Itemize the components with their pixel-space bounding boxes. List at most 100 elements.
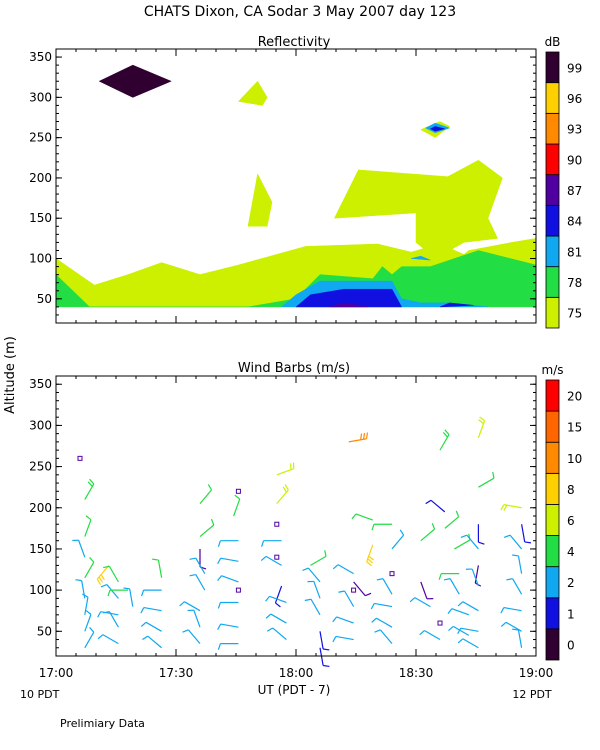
wind-barb-flag xyxy=(338,590,345,593)
colorbar-label: 75 xyxy=(567,307,582,321)
y-tick-label: 350 xyxy=(29,50,52,64)
colorbar-swatch xyxy=(545,235,560,268)
wind-barb-flag xyxy=(210,518,215,526)
wind-barb xyxy=(233,494,241,517)
reflectivity-region xyxy=(411,255,431,261)
wind-barb-flag xyxy=(457,638,464,644)
wind-barb-staff xyxy=(220,623,239,628)
wind-barb-flag xyxy=(265,595,270,602)
wind-barb-staff xyxy=(503,606,522,612)
reflectivity-region xyxy=(333,169,489,219)
wind-barb-flag xyxy=(282,486,287,493)
colorbar-label: 20 xyxy=(567,390,582,404)
wind-barb xyxy=(304,598,321,616)
wind-barb-flag xyxy=(332,564,339,570)
wind-barb-flag xyxy=(217,602,221,609)
wind-barb xyxy=(477,524,485,545)
wind-barb-flag xyxy=(140,607,145,614)
wind-barb-flag xyxy=(364,592,372,597)
wind-barb-flag xyxy=(179,601,185,607)
colorbar-label: 4 xyxy=(567,545,575,559)
wind-barb-flag xyxy=(261,540,265,547)
colorbar-swatch xyxy=(545,82,560,114)
wind-barb xyxy=(141,589,162,597)
wind-barb xyxy=(84,478,95,500)
wind-barb xyxy=(82,593,89,615)
colorbar-swatch xyxy=(545,143,560,176)
colorbar-label: 87 xyxy=(567,184,582,198)
wind-barb-flag xyxy=(323,648,330,651)
wind-barb-staff xyxy=(521,524,526,543)
wind-barb-staff xyxy=(430,499,446,513)
wind-barb-flag xyxy=(512,628,519,631)
wind-barb-staff xyxy=(471,568,479,587)
wind-barb-staff xyxy=(319,631,324,650)
reflectivity-region xyxy=(429,126,445,132)
wind-barb-staff xyxy=(355,513,374,521)
wind-barb-staff xyxy=(199,489,213,505)
wind-barb xyxy=(374,629,393,645)
wind-barb-flag xyxy=(479,416,485,422)
wind-barb-flag xyxy=(503,534,511,539)
colorbar-label: 99 xyxy=(567,61,582,75)
wind-barb-staff xyxy=(319,647,324,666)
wind-barb-staff xyxy=(84,614,92,632)
wind-barb-flag xyxy=(500,607,505,614)
left-local-time: 10 PDT xyxy=(20,688,60,701)
wind-barb xyxy=(217,557,239,565)
colorbar-swatch xyxy=(545,379,560,412)
wind-barb xyxy=(72,539,86,558)
wind-barb-staff xyxy=(391,534,405,550)
wind-barb xyxy=(506,578,523,595)
colorbar-unit: dB xyxy=(545,35,561,49)
wind-barb-flag xyxy=(189,573,196,577)
wind-barb xyxy=(503,534,523,550)
wind-barb-staff xyxy=(505,621,522,632)
wind-barb-flag xyxy=(457,627,462,635)
wind-barb-flag xyxy=(284,484,289,491)
wind-barb-staff xyxy=(84,519,92,537)
wind-barb-staff xyxy=(517,629,523,648)
wind-barb-staff xyxy=(379,629,393,645)
wind-barb xyxy=(140,606,162,614)
wind-barb-staff xyxy=(145,621,162,632)
y-tick-label: 300 xyxy=(29,90,52,104)
wind-barb-flag xyxy=(500,621,507,627)
y-tick-label: 250 xyxy=(29,131,52,145)
wind-barb xyxy=(189,557,206,574)
wind-barb-flag xyxy=(370,603,375,610)
wind-barb-staff xyxy=(274,585,283,604)
wind-barb xyxy=(376,578,393,595)
wind-barb xyxy=(338,590,355,607)
wind-barb-staff xyxy=(310,555,327,566)
wind-barb xyxy=(310,550,327,566)
wind-barb-flag xyxy=(419,630,425,636)
wind-barb xyxy=(103,611,119,628)
wind-barb-staff xyxy=(310,598,321,616)
wind-barb-flag xyxy=(444,429,450,435)
wind-barb xyxy=(123,587,134,607)
wind-barb-calm xyxy=(274,521,280,527)
wind-barb-flag xyxy=(362,432,366,440)
wind-barb xyxy=(391,529,405,550)
wind-barb-calm xyxy=(235,587,241,593)
colorbar-swatch xyxy=(545,535,560,568)
wind-barb xyxy=(477,416,486,438)
plot-frame xyxy=(55,375,537,657)
wind-barb-staff xyxy=(84,561,95,579)
colorbar-label: 8 xyxy=(567,483,575,497)
wind-barb xyxy=(199,518,215,538)
wind-barb-flag xyxy=(275,602,281,608)
wind-barb-flag xyxy=(503,504,508,512)
wind-barb xyxy=(370,602,393,610)
wind-barb xyxy=(457,601,479,612)
wind-barb-flag xyxy=(107,589,111,597)
wind-barb-flag xyxy=(82,593,89,598)
wind-barb-flag xyxy=(217,643,221,650)
wind-barb-flag xyxy=(98,576,103,583)
wind-barb-flag xyxy=(75,579,82,582)
wind-barb-staff xyxy=(269,595,287,604)
wind-barb-staff xyxy=(84,631,95,649)
wind-barb-staff xyxy=(193,610,201,628)
wind-barb xyxy=(438,573,460,580)
